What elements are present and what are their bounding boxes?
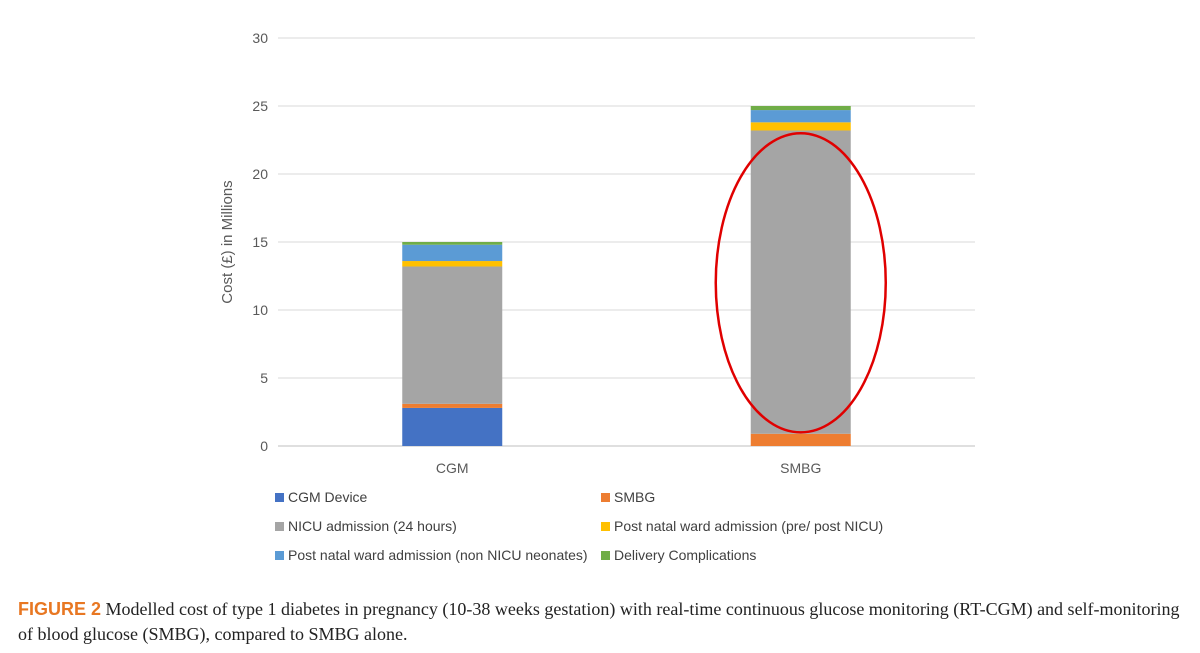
- bar-segment: [750, 433, 851, 446]
- bar-segment: [402, 242, 503, 245]
- bar-segment: [402, 266, 503, 404]
- annotation-ellipse: [714, 131, 887, 434]
- y-tick-label: 15: [252, 234, 268, 250]
- legend-swatch: [601, 493, 610, 502]
- legend-label: NICU admission (24 hours): [288, 518, 457, 534]
- legend-swatch: [601, 551, 610, 560]
- legend-label: Post natal ward admission (non NICU neon…: [288, 547, 588, 563]
- legend-label: Post natal ward admission (pre/ post NIC…: [614, 518, 883, 534]
- y-tick-label: 25: [252, 98, 268, 114]
- bar-segment: [402, 403, 503, 408]
- y-tick-label: 5: [260, 370, 268, 386]
- caption-text: Modelled cost of type 1 diabetes in preg…: [18, 599, 1180, 644]
- legend-label: CGM Device: [288, 489, 368, 505]
- legend-swatch: [275, 493, 284, 502]
- legend-swatch: [275, 551, 284, 560]
- y-tick-label: 10: [252, 302, 268, 318]
- y-axis-title: Cost (£) in Millions: [219, 180, 236, 303]
- bar-segment: [402, 261, 503, 267]
- y-tick-label: 20: [252, 166, 268, 182]
- caption-label: FIGURE 2: [18, 599, 102, 619]
- bar-segment: [402, 407, 503, 446]
- legend-label: SMBG: [614, 489, 655, 505]
- y-tick-label: 0: [260, 438, 268, 454]
- bar-segment: [750, 130, 851, 434]
- bar-segment: [402, 244, 503, 262]
- figure-caption: FIGURE 2 Modelled cost of type 1 diabete…: [18, 597, 1188, 647]
- x-tick-label: CGM: [436, 460, 469, 476]
- legend-swatch: [601, 522, 610, 531]
- bar-segment: [750, 122, 851, 131]
- legend-swatch: [275, 522, 284, 531]
- x-tick-label: SMBG: [780, 460, 821, 476]
- legend-label: Delivery Complications: [614, 547, 756, 563]
- bar-segment: [750, 106, 851, 111]
- stacked-bar-chart: 0 5 10 15 20 25 30 Cost (£) in Millions CGM SMBG C…: [219, 30, 975, 563]
- bar-segment: [750, 110, 851, 123]
- y-tick-label: 30: [252, 30, 268, 46]
